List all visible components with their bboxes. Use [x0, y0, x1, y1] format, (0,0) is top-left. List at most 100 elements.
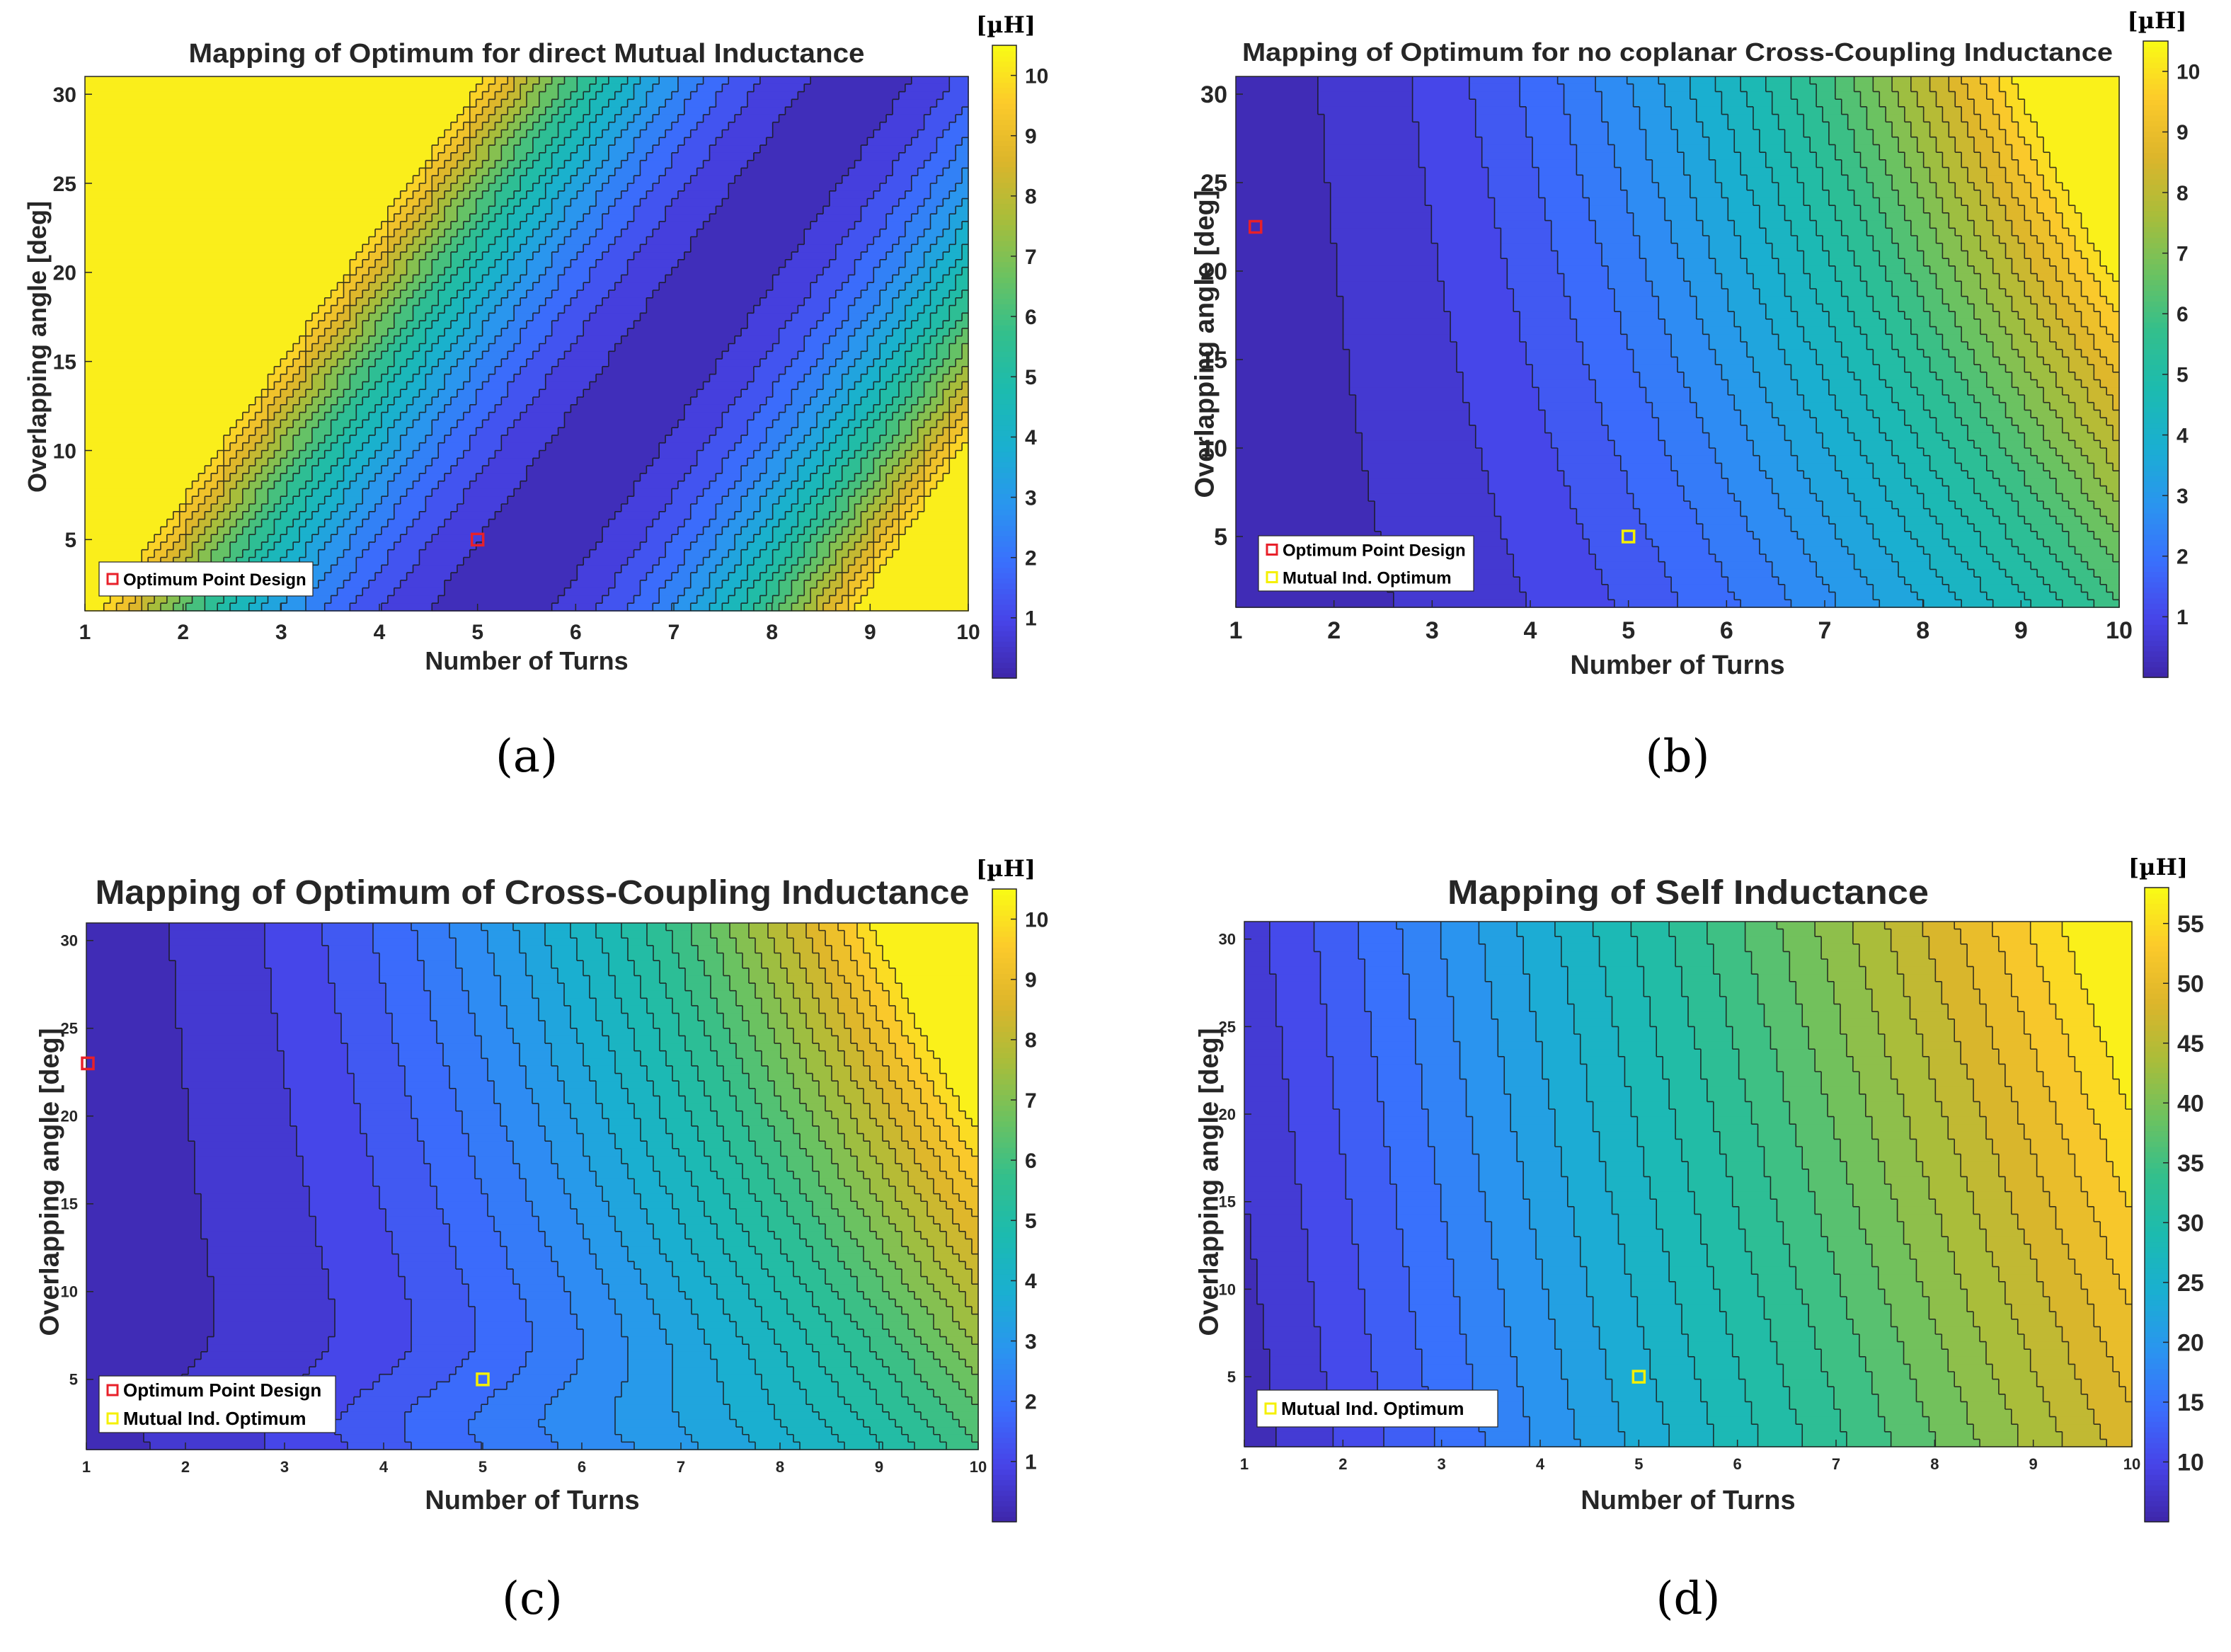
contour-cell — [609, 1043, 635, 1052]
contour-cell — [956, 282, 969, 291]
contour-cell — [577, 397, 692, 406]
contour-cell — [337, 435, 351, 444]
colorbar-segment — [2143, 322, 2168, 328]
colorbar-segment — [992, 251, 1016, 257]
contour-cell — [1481, 463, 1559, 472]
contour-cell — [348, 1065, 406, 1074]
contour-cell — [704, 1028, 730, 1037]
y-tick-label: 5 — [1214, 524, 1227, 551]
contour-cell — [432, 160, 446, 169]
contour-cell — [236, 595, 256, 604]
contour-cell — [570, 91, 585, 101]
contour-cell — [532, 122, 546, 131]
contour-cell — [2094, 365, 2114, 373]
contour-cell — [85, 466, 206, 474]
contour-cell — [488, 244, 509, 253]
contour-cell — [1532, 379, 1597, 389]
contour-cell — [1803, 130, 1830, 138]
contour-cell — [596, 923, 622, 931]
contour-cell — [1999, 197, 2019, 207]
contour-cell — [387, 404, 408, 413]
contour-cell — [949, 214, 969, 222]
contour-cell — [772, 595, 786, 604]
contour-cell — [813, 983, 832, 992]
contour-cell — [905, 282, 925, 291]
contour-cell — [419, 389, 440, 398]
contour-cell — [1665, 84, 1691, 93]
contour-cell — [1898, 561, 1931, 570]
x-axis-label: Number of Turns — [425, 646, 628, 675]
contour-cell — [182, 1081, 285, 1089]
contour-cell — [735, 114, 780, 123]
contour-cell — [520, 297, 546, 306]
colorbar-segment — [2143, 67, 2168, 74]
contour-cell — [1753, 273, 1786, 282]
contour-cell — [1450, 311, 1521, 320]
contour-cell — [917, 450, 925, 459]
contour-cell — [400, 534, 433, 543]
contour-cell — [577, 1028, 603, 1037]
contour-cell — [772, 382, 799, 391]
contour-cell — [350, 420, 364, 429]
contour-cell — [2037, 418, 2063, 426]
contour-cell — [590, 145, 609, 154]
contour-cell — [1955, 448, 1981, 457]
contour-cell — [265, 953, 329, 962]
contour-cell — [1823, 236, 1849, 244]
contour-cell — [369, 389, 389, 398]
contour-cell — [602, 130, 622, 139]
contour-cell — [810, 557, 824, 566]
contour-cell — [280, 473, 294, 482]
contour-cell — [1607, 584, 1672, 593]
contour-cell — [1879, 258, 1905, 267]
contour-cell — [902, 990, 979, 999]
contour-cell — [893, 435, 906, 444]
contour-cell — [577, 573, 616, 581]
contour-cell — [723, 953, 743, 962]
contour-cell — [905, 145, 938, 154]
colorbar-segment — [2143, 449, 2168, 456]
contour-cell — [1860, 99, 1881, 108]
contour-cell — [526, 1073, 558, 1082]
contour-cell — [835, 290, 862, 299]
colorbar-segment — [2143, 348, 2168, 355]
contour-cell — [306, 504, 319, 512]
contour-cell — [1614, 159, 1653, 168]
contour-cell — [806, 1021, 826, 1029]
contour-cell — [864, 975, 877, 984]
contour-cell — [242, 496, 256, 505]
contour-cell — [1431, 205, 1496, 214]
contour-cell — [835, 389, 849, 398]
contour-cell — [835, 481, 849, 490]
contour-cell — [539, 305, 566, 314]
contour-cell — [886, 404, 900, 413]
contour-cell — [85, 275, 345, 284]
contour-cell — [284, 1073, 355, 1082]
contour-cell — [861, 580, 875, 589]
contour-cell — [1375, 516, 1502, 525]
contour-cell — [1929, 455, 1956, 464]
contour-cell — [86, 1005, 176, 1014]
contour-cell — [698, 1005, 718, 1014]
contour-cell — [457, 229, 471, 238]
contour-cell — [373, 938, 418, 946]
contour-cell — [1942, 478, 1975, 487]
contour-cell — [627, 221, 660, 230]
contour-cell — [400, 466, 427, 474]
colorbar-segment — [992, 609, 1016, 616]
contour-cell — [387, 206, 401, 215]
contour-cell — [1450, 326, 1521, 335]
contour-cell — [1702, 524, 1748, 532]
contour-cell — [962, 198, 969, 207]
contour-cell — [1980, 319, 2000, 328]
contour-cell — [1236, 152, 1325, 161]
contour-cell — [2062, 418, 2082, 426]
colorbar-segment — [2143, 280, 2168, 286]
contour-cell — [2031, 600, 2063, 608]
contour-cell — [2081, 554, 2114, 563]
contour-cell — [1665, 319, 1704, 328]
contour-cell — [1236, 365, 1350, 373]
contour-cell — [684, 587, 704, 597]
contour-cell — [861, 511, 875, 520]
contour-cell — [86, 1058, 183, 1067]
